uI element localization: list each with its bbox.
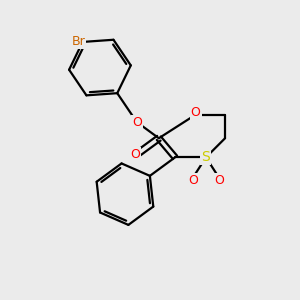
Text: S: S: [202, 150, 210, 164]
Text: O: O: [130, 148, 140, 161]
Text: Br: Br: [71, 35, 85, 48]
Text: O: O: [214, 174, 224, 187]
Text: O: O: [191, 106, 201, 119]
Text: O: O: [188, 174, 198, 187]
Text: O: O: [132, 116, 142, 128]
